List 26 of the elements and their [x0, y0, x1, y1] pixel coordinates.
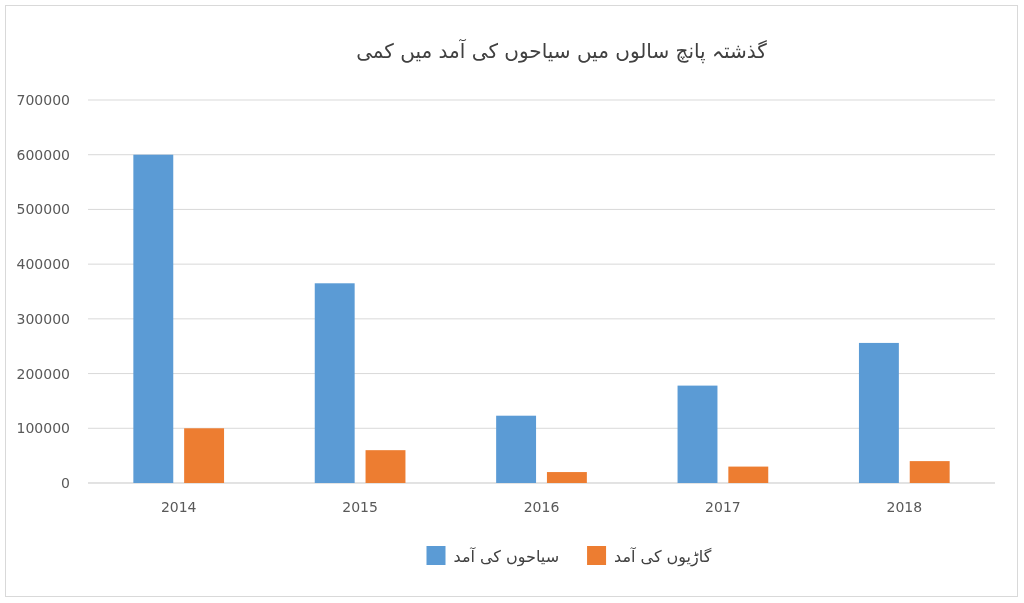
bar — [314, 283, 355, 483]
legend-label: گاڑیوں کی آمد — [614, 547, 712, 567]
y-tick-label: 0 — [61, 475, 70, 491]
bar — [728, 466, 769, 483]
legend-label: سیاحوں کی آمد — [453, 547, 560, 567]
x-tick-label: 2015 — [342, 499, 378, 515]
x-tick-label: 2017 — [705, 499, 741, 515]
y-tick-label: 700000 — [16, 92, 70, 108]
x-tick-label: 2016 — [523, 499, 560, 515]
bar — [133, 154, 174, 483]
bar — [677, 385, 718, 483]
y-tick-label: 500000 — [16, 201, 70, 218]
y-tick-label: 600000 — [16, 146, 70, 163]
bar — [546, 472, 587, 483]
y-tick-label: 200000 — [16, 365, 70, 382]
y-tick-label: 300000 — [16, 310, 70, 327]
y-tick-label: 100000 — [16, 420, 70, 437]
bar — [184, 428, 225, 483]
bar — [909, 461, 950, 483]
x-tick-label: 2018 — [886, 499, 923, 515]
bar — [858, 342, 899, 483]
y-tick-label: 400000 — [16, 256, 70, 273]
bar — [365, 450, 406, 483]
chart-title: گذشتہ پانچ سالوں میں سیاحوں کی آمد میں کمی — [356, 38, 768, 64]
x-tick-label: 2014 — [160, 499, 197, 515]
bar — [496, 415, 537, 483]
